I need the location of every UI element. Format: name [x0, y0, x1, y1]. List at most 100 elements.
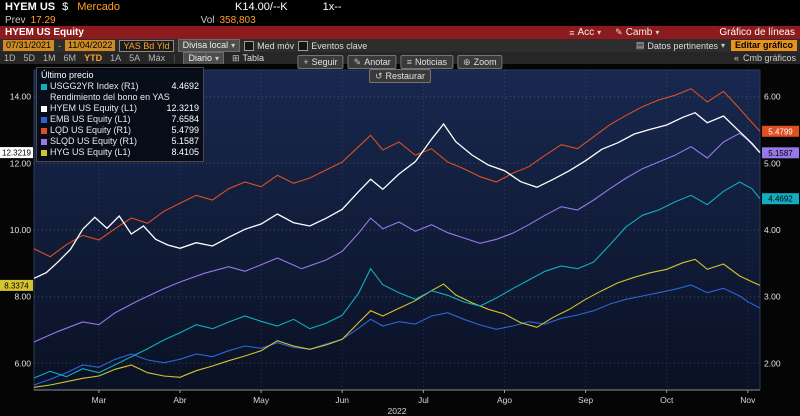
series-slqd-us-equity: [33, 132, 761, 343]
period-tab-5a[interactable]: 5A: [129, 53, 141, 63]
chevron-down-icon: ▾: [231, 41, 236, 50]
axis-price-badge: 5.1587: [762, 147, 799, 159]
screen-title: Gráfico de líneas: [719, 27, 795, 38]
legend-value: 5.4799: [171, 125, 199, 135]
period-tab-6m[interactable]: 6M: [63, 53, 77, 63]
legend-item[interactable]: USGG2YR Index (R1) 4.4692: [41, 81, 199, 92]
key-events-toggle[interactable]: Eventos clave: [298, 40, 368, 51]
legend-name: HYG US Equity (L1): [50, 147, 131, 157]
chart-toolbar-bottom: 1D 5D 1M 6M YTD 1A 5A Máx | Diario ▾ ⊞ Tabla « …: [0, 51, 800, 65]
svg-text:8.3374: 8.3374: [4, 281, 29, 290]
bid-ask-quote: K14.00/--K: [235, 1, 288, 13]
legend-swatch: [41, 127, 47, 134]
period-tab-ytd[interactable]: YTD: [84, 53, 103, 63]
right-axis-label: 3.00: [764, 292, 781, 302]
table-icon: ⊞: [231, 52, 240, 63]
relevant-data-menu[interactable]: ▤ Datos pertinentes ▾: [636, 40, 725, 51]
date-to-field[interactable]: 11/04/2022: [65, 40, 116, 51]
currency-symbol[interactable]: $: [62, 1, 69, 13]
period-tab-1m[interactable]: 1M: [43, 53, 56, 63]
series-emb-us-equity: [33, 284, 761, 386]
change-charts-button[interactable]: « Cmb gráficos: [734, 53, 796, 63]
axis-price-badge: 4.4692: [762, 193, 799, 205]
chart-toolbar-top: 07/31/2021 - 11/04/2022 YAS Bd Yld Divis…: [0, 39, 800, 52]
left-axis-label: 6.00: [14, 358, 31, 368]
restore-row: ↺ Restaurar: [368, 69, 432, 83]
moving-average-toggle[interactable]: Med móv: [244, 40, 295, 51]
restore-icon: ↺: [374, 71, 383, 81]
checkbox-icon[interactable]: [298, 40, 309, 51]
field-selector[interactable]: YAS Bd Yld: [119, 39, 174, 52]
legend-name: HYEM US Equity (L1): [50, 103, 138, 113]
right-axis-label: 6.00: [764, 92, 781, 102]
series-hyem-us-equity: [33, 111, 761, 279]
right-axis-label: 5.00: [764, 158, 781, 168]
legend-item[interactable]: HYEM US Equity (L1) 12.3219: [41, 103, 199, 114]
right-axis-label: 4.00: [764, 225, 781, 235]
moving-average-label: Med móv: [257, 40, 295, 51]
edit-chart-button[interactable]: Editar gráfico: [730, 40, 797, 51]
chevron-down-icon: ▾: [720, 41, 725, 50]
x-axis-label: Ago: [497, 395, 512, 405]
x-axis-label: May: [253, 395, 270, 405]
legend-value: 8.4105: [171, 147, 199, 157]
table-button[interactable]: ⊞ Tabla: [232, 53, 264, 64]
vol-value: 358,803: [219, 14, 256, 26]
actions-label: Acc: [577, 27, 595, 38]
legend-item[interactable]: SLQD US Equity (R1) 5.1587: [41, 136, 199, 147]
frequency-selector[interactable]: Diario ▾: [183, 51, 224, 65]
legend-item[interactable]: LQD US Equity (R1) 5.4799: [41, 125, 199, 136]
chart-tool-buttons: + Seguir ✎ Anotar ≡ Noticias ⊕ Zoom: [297, 55, 503, 69]
legend-swatch: [41, 116, 47, 123]
anotar-button[interactable]: ✎ Anotar: [347, 55, 397, 69]
legend-swatch: [41, 83, 47, 90]
period-tab-5d[interactable]: 5D: [23, 53, 36, 63]
edit-label: Camb: [625, 27, 653, 38]
date-range-separator: -: [58, 40, 62, 51]
legend-item[interactable]: HYG US Equity (L1) 8.4105: [41, 147, 199, 158]
period-tabs: 1D 5D 1M 6M YTD 1A 5A Máx: [4, 53, 165, 63]
pencil-icon: ✎: [615, 27, 623, 37]
date-from-field[interactable]: 07/31/2021: [3, 40, 55, 51]
chevron-down-icon: ▾: [214, 53, 219, 63]
market-status: Mercado: [77, 1, 121, 13]
left-axis-label: 8.00: [14, 292, 31, 302]
currency-selector[interactable]: Divisa local ▾: [177, 39, 241, 52]
currency-selector-label: Divisa local: [182, 40, 229, 50]
legend-note: Rendimiento del bono en YAS: [50, 92, 170, 102]
track-icon: +: [303, 57, 309, 67]
legend-value: 4.4692: [171, 81, 199, 91]
edit-menu[interactable]: ✎ Camb ▾: [615, 27, 659, 38]
x-axis-label: Mar: [92, 395, 107, 405]
ticker-symbol: HYEM US: [5, 1, 56, 13]
x-axis-label: Jul: [418, 395, 429, 405]
period-tab-1a[interactable]: 1A: [110, 53, 122, 63]
key-events-label: Eventos clave: [311, 40, 368, 51]
x-axis-label: Oct: [660, 395, 674, 405]
restore-button[interactable]: ↺ Restaurar: [368, 69, 432, 83]
relevant-data-label: Datos pertinentes: [647, 40, 718, 51]
right-axis-label: 2.00: [764, 358, 781, 368]
noticias-button[interactable]: ≡ Noticias: [400, 55, 454, 69]
legend-name: LQD US Equity (R1): [50, 125, 132, 135]
legend-swatch: [41, 138, 47, 145]
chart-legend: Último precio USGG2YR Index (R1) 4.4692 Re…: [36, 67, 204, 162]
table-label: Tabla: [242, 53, 265, 63]
series-usgg2yr-index: [33, 181, 761, 379]
legend-item[interactable]: EMB US Equity (L1) 7.6584: [41, 114, 199, 125]
period-tab-1d[interactable]: 1D: [4, 53, 16, 63]
seguir-button[interactable]: + Seguir: [297, 55, 344, 69]
svg-text:5.1587: 5.1587: [768, 149, 793, 158]
legend-value: 5.1587: [171, 136, 199, 146]
news-icon: ≡: [406, 57, 413, 67]
zoom-icon: ⊕: [463, 57, 471, 67]
x-axis-label: Sep: [578, 395, 593, 405]
zoom-button[interactable]: ⊕ Zoom: [457, 55, 503, 69]
checkbox-icon[interactable]: [244, 40, 255, 51]
legend-swatch: [41, 149, 47, 156]
period-tab-máx[interactable]: Máx: [148, 53, 166, 63]
axis-price-badge: 8.3374: [0, 279, 33, 291]
legend-value: 7.6584: [171, 114, 199, 124]
chart-area[interactable]: 14.00 12.00 10.00 8.00 6.00 6.00 5.00 4.00 3.00 2…: [0, 55, 800, 416]
actions-menu[interactable]: ≡ Acc ▾: [569, 27, 601, 38]
